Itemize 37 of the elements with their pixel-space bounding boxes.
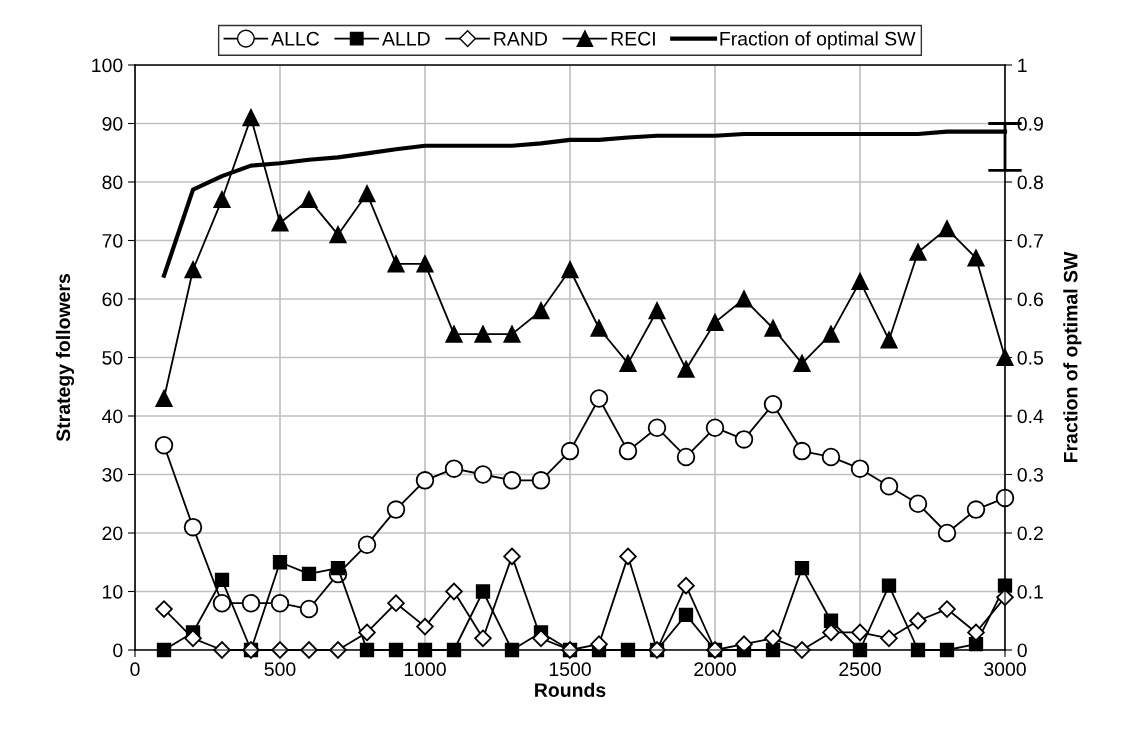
y-tick-label: 70 bbox=[102, 233, 123, 248]
y-tick-label: 20 bbox=[102, 526, 123, 541]
y-tick-label: 10 bbox=[103, 584, 123, 599]
y2-tick-label: 0 bbox=[1017, 643, 1027, 658]
y2-tick-label: 0.7 bbox=[1017, 233, 1043, 248]
y2-tick-label: 0.1 bbox=[1017, 584, 1043, 599]
x-tick-label: 3000 bbox=[984, 662, 1026, 677]
y-tick-label: 40 bbox=[102, 409, 123, 424]
y2-tick-label: 0.9 bbox=[1017, 116, 1043, 131]
x-tick-label: 2500 bbox=[839, 662, 881, 677]
x-axis-title: Rounds bbox=[535, 682, 606, 697]
legend-label: Fraction of optimal SW bbox=[720, 31, 916, 50]
x-tick-label: 500 bbox=[264, 662, 296, 677]
y-tick-label: 90 bbox=[102, 116, 123, 131]
y-axis-title: Strategy followers bbox=[55, 274, 75, 442]
y-tick-label: 80 bbox=[102, 175, 123, 190]
legend-label: ALLC bbox=[271, 31, 320, 46]
y2-axis-title: Fraction of optimal SW bbox=[1063, 251, 1082, 463]
x-tick-label: 1000 bbox=[404, 662, 446, 677]
legend-label: RECI bbox=[611, 31, 655, 46]
x-tick-label: 0 bbox=[130, 662, 140, 677]
y-tick-label: 30 bbox=[102, 467, 123, 482]
x-tick-label: 2000 bbox=[694, 662, 736, 677]
y2-tick-label: 0.5 bbox=[1017, 350, 1044, 365]
y-tick-label: 60 bbox=[102, 292, 123, 307]
y2-tick-label: 0.2 bbox=[1017, 526, 1043, 541]
y2-tick-label: 0.6 bbox=[1017, 292, 1043, 307]
legend-label: RAND bbox=[494, 32, 548, 46]
legend-label: ALLD bbox=[382, 32, 430, 46]
x-tick-label: 1500 bbox=[549, 662, 591, 677]
y2-tick-label: 0.8 bbox=[1017, 175, 1043, 190]
y2-tick-label: 0.4 bbox=[1017, 409, 1044, 424]
y2-tick-label: 1 bbox=[1018, 58, 1027, 73]
y-tick-label: 100 bbox=[92, 58, 123, 73]
y-tick-label: 0 bbox=[113, 643, 123, 658]
y2-tick-label: 0.3 bbox=[1017, 467, 1043, 482]
y-tick-label: 50 bbox=[102, 350, 123, 365]
